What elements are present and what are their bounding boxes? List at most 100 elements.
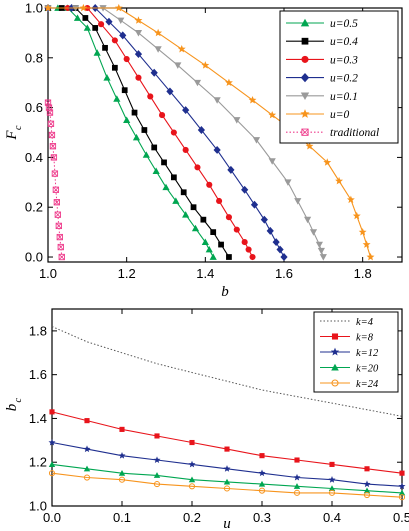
- data-point-k-24: [223, 485, 231, 492]
- legend-box: [279, 10, 399, 144]
- x-tick-label: 0.2: [183, 510, 201, 525]
- series-line-traditional: [47, 102, 63, 258]
- panel-top-fc-vs-b: 1.0 1.2 1.4 1.6 1.8 0.0 0.2 0.4 0.6 0.8 1.0 b Fc u=0.…: [4, 1, 403, 300]
- x-tick-label: 0.3: [253, 510, 271, 525]
- data-point-u-0-1: [213, 97, 221, 104]
- legend-marker: [330, 347, 340, 356]
- x-axis-label: b: [221, 284, 229, 300]
- legend-entry-k-8: k=8: [320, 333, 374, 344]
- data-point-u-0-1: [284, 179, 292, 186]
- data-point-k-24: [328, 489, 336, 496]
- data-point-u-0: [79, 3, 88, 12]
- data-point-u-0-1: [304, 216, 312, 224]
- data-point-u-0-3: [182, 146, 189, 154]
- data-point-u-0: [358, 227, 367, 236]
- x-tick-label: 1.6: [275, 266, 293, 281]
- series-u-0: [44, 3, 375, 261]
- data-point-u-0-1: [134, 30, 143, 37]
- data-point-u-0-1: [154, 46, 162, 53]
- data-point-u-0-3: [170, 129, 177, 136]
- data-point-k-12: [118, 451, 126, 459]
- plot-frame: [47, 7, 403, 263]
- data-point-u-0: [177, 44, 186, 53]
- legend-marker: [300, 18, 310, 27]
- data-point-k-8: [84, 418, 90, 424]
- data-point-u-0-5: [93, 49, 101, 56]
- data-point-k-12: [223, 465, 231, 472]
- series-u-0-5: [44, 4, 217, 260]
- data-point-traditional: [50, 154, 58, 161]
- data-point-u-0-5: [123, 116, 131, 123]
- legend-entry-k-20: k=20: [320, 364, 379, 375]
- data-point-k-12: [48, 438, 56, 446]
- y-axis-label-main: F: [4, 130, 20, 141]
- data-point-u-0-1: [233, 117, 241, 124]
- data-point-u-0-1: [268, 158, 276, 165]
- series-traditional: [44, 99, 65, 261]
- data-point-traditional: [49, 143, 57, 150]
- plot-frame: [51, 308, 403, 507]
- data-point-u-0-3: [111, 37, 118, 44]
- data-point-traditional: [51, 170, 59, 177]
- legend-label: k=20: [356, 364, 379, 375]
- data-point-u-0-2: [150, 68, 158, 77]
- series-line-u-0-3: [48, 7, 253, 258]
- plot-data: [48, 326, 406, 501]
- data-point-u-0-5: [142, 151, 150, 158]
- data-point-u-0-5: [73, 14, 82, 21]
- data-point-u-0-3: [147, 93, 154, 100]
- data-point-u-0: [346, 195, 355, 204]
- data-point-u-0-2: [197, 126, 205, 134]
- data-point-u-0-5: [103, 74, 111, 81]
- data-point-u-0-5: [201, 238, 209, 245]
- data-point-u-0-3: [216, 197, 223, 205]
- data-point-traditional: [56, 233, 63, 241]
- data-point-k-24: [188, 483, 196, 490]
- data-point-u-0-4: [92, 25, 99, 31]
- data-point-k-12: [328, 476, 336, 483]
- data-point-u-0: [305, 142, 314, 150]
- series-line-k-8: [51, 411, 403, 474]
- legend-label: k=4: [356, 317, 374, 328]
- legend: u=0.5 u=0.4 u=0.3 u=0.2 u=0.1 u=0 traditional: [279, 10, 399, 144]
- y-axis-label-subscript: c: [13, 398, 24, 403]
- data-point-u-0-1: [252, 137, 261, 144]
- data-point-k-24: [83, 474, 91, 481]
- legend-entry-u-0-5: u=0.5: [286, 18, 358, 30]
- data-point-k-24: [118, 476, 126, 483]
- legend-label: k=12: [356, 348, 379, 359]
- data-point-k-12: [188, 460, 196, 468]
- data-point-u-0-4: [102, 44, 108, 51]
- legend-label: u=0.1: [330, 91, 358, 103]
- legend-label: u=0.4: [330, 36, 358, 48]
- x-axis-label: u: [223, 516, 231, 531]
- panel-bottom-bc-vs-u: 0.0 0.1 0.2 0.3 0.4 0.51.01.21.41.61.8ubck=4k…: [4, 308, 409, 531]
- data-point-u-0-4: [111, 64, 118, 71]
- data-point-u-0-2: [260, 215, 268, 224]
- data-point-u-0-4: [131, 109, 138, 116]
- data-point-k-8: [224, 446, 230, 452]
- data-point-k-20: [258, 480, 266, 487]
- legend-marker: [300, 92, 310, 100]
- data-point-u-0-4: [218, 241, 224, 248]
- y-tick-label: 0.2: [25, 200, 43, 215]
- data-point-u-0-5: [182, 211, 190, 218]
- data-point-k-24: [398, 494, 406, 501]
- data-point-u-0: [114, 3, 123, 12]
- data-point-u-0: [134, 16, 143, 24]
- data-point-u-0-3: [194, 164, 201, 171]
- data-point-k-24: [258, 487, 266, 494]
- data-point-traditional: [54, 211, 61, 218]
- legend-label: traditional: [330, 127, 379, 139]
- data-point-k-8: [49, 409, 55, 415]
- data-point-u-0-2: [280, 253, 288, 261]
- data-point-u-0-3: [135, 74, 142, 81]
- series-k-20: [48, 461, 406, 496]
- data-point-k-24: [293, 489, 301, 496]
- legend-marker: [300, 109, 310, 118]
- legend-marker: [331, 333, 339, 340]
- legend-label: u=0.2: [330, 73, 358, 85]
- data-point-k-20: [48, 461, 56, 467]
- data-point-traditional: [52, 186, 60, 193]
